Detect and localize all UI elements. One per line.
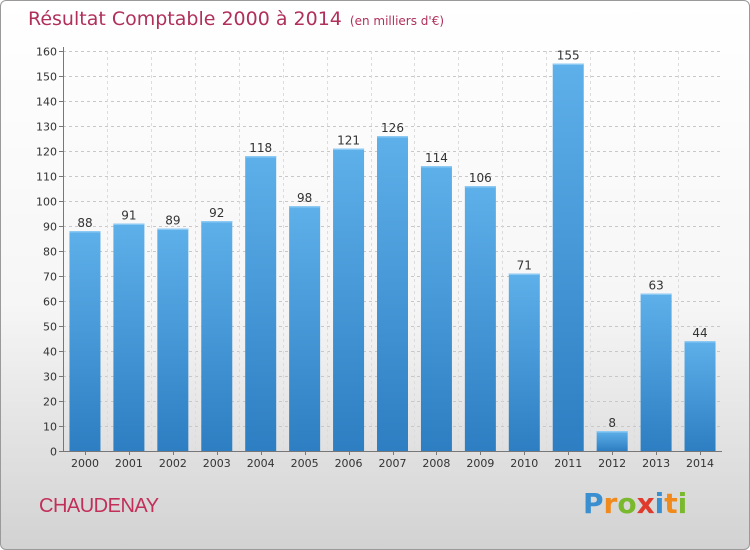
bar-layer <box>69 63 716 451</box>
value-label-2008: 114 <box>425 151 448 165</box>
y-tick-label: 160 <box>36 46 57 59</box>
value-label-2004: 118 <box>249 141 272 155</box>
bar-2003 <box>201 221 233 451</box>
logo-letter: r <box>603 487 618 520</box>
y-tick-label: 100 <box>36 196 57 209</box>
y-tick-label: 80 <box>43 246 57 259</box>
bar-2011 <box>552 63 584 451</box>
commune-name: CHAUDENAY <box>39 495 159 517</box>
y-tick-label: 20 <box>43 396 57 409</box>
bar-top-highlight <box>508 273 540 275</box>
x-tick-label-2003: 2003 <box>203 457 231 470</box>
value-label-2009: 106 <box>469 171 492 185</box>
x-tick-label-2001: 2001 <box>115 457 143 470</box>
bar-top-highlight <box>245 156 277 158</box>
x-tick-label-2006: 2006 <box>335 457 363 470</box>
value-label-2012: 8 <box>608 416 616 430</box>
bar-2014 <box>684 341 716 451</box>
chart-title: Résultat Comptable 2000 à 2014 <box>28 8 342 30</box>
y-tick-label: 10 <box>43 421 57 434</box>
bar-2012 <box>596 431 628 451</box>
x-tick-label-2005: 2005 <box>291 457 319 470</box>
x-tick-label-2013: 2013 <box>642 457 670 470</box>
bar-2005 <box>289 206 321 451</box>
bar-2009 <box>464 186 496 451</box>
x-tick-label-2004: 2004 <box>247 457 275 470</box>
y-tick-label: 70 <box>43 271 57 284</box>
value-label-2007: 126 <box>381 121 404 135</box>
bar-2001 <box>113 223 145 451</box>
y-tick-label: 60 <box>43 296 57 309</box>
y-tick-label: 50 <box>43 321 57 334</box>
bar-2002 <box>157 228 189 451</box>
logo-letter: o <box>617 487 637 520</box>
x-tick-label-2014: 2014 <box>686 457 714 470</box>
x-tick-label-2000: 2000 <box>71 457 99 470</box>
bar-top-highlight <box>420 166 452 168</box>
x-tick-label-2011: 2011 <box>554 457 582 470</box>
bar-top-highlight <box>201 221 233 223</box>
y-tick-label: 0 <box>50 446 57 459</box>
x-tick-label-2012: 2012 <box>598 457 626 470</box>
value-label-2006: 121 <box>337 134 360 148</box>
value-label-2003: 92 <box>209 206 224 220</box>
bar-top-highlight <box>333 148 365 150</box>
value-label-2001: 91 <box>121 209 136 223</box>
value-label-2014: 44 <box>692 326 707 340</box>
bar-2013 <box>640 293 672 451</box>
bar-top-highlight <box>552 63 584 65</box>
value-label-2013: 63 <box>648 279 663 293</box>
bar-top-highlight <box>289 206 321 208</box>
y-tick-label: 150 <box>36 71 57 84</box>
x-tick-label-2007: 2007 <box>379 457 407 470</box>
logo-letter: i <box>654 487 665 520</box>
logo-letter: i <box>677 487 688 520</box>
y-tick-label: 90 <box>43 221 57 234</box>
y-tick-label: 120 <box>36 146 57 159</box>
bar-2004 <box>245 156 277 451</box>
title-row: Résultat Comptable 2000 à 2014 (en millie… <box>28 8 444 30</box>
x-tick-label-2002: 2002 <box>159 457 187 470</box>
bar-2000 <box>69 231 101 451</box>
y-tick-label: 130 <box>36 121 57 134</box>
x-tick-label-2008: 2008 <box>422 457 450 470</box>
bar-top-highlight <box>157 228 189 230</box>
chart-subtitle: (en milliers d'€) <box>349 14 445 28</box>
logo-letter: P <box>583 487 604 520</box>
bar-top-highlight <box>464 186 496 188</box>
bar-top-highlight <box>113 223 145 225</box>
proxiti-logo: Proxiti <box>583 487 687 520</box>
bar-2008 <box>420 166 452 451</box>
logo-letter: t <box>664 487 678 520</box>
bar-top-highlight <box>377 136 408 138</box>
bar-top-highlight <box>596 431 628 433</box>
bar-top-highlight <box>684 341 716 343</box>
x-tick-label-2010: 2010 <box>510 457 538 470</box>
bar-2007 <box>377 136 408 451</box>
value-label-2002: 89 <box>165 214 180 228</box>
bar-2006 <box>333 148 365 451</box>
value-label-2000: 88 <box>77 216 92 230</box>
value-label-2005: 98 <box>297 191 312 205</box>
label-layer: 88 91 89 92 118 98 121 126 114 106 71 155 8 63 44 <box>77 49 707 431</box>
y-tick-label: 40 <box>43 346 57 359</box>
bar-2010 <box>508 273 540 451</box>
y-tick-label: 140 <box>36 96 57 109</box>
bar-top-highlight <box>69 231 101 233</box>
axis-layer: 0 10 20 30 40 50 60 70 80 90 100 110 120 130 140 150 160… <box>36 46 722 470</box>
y-tick-label: 110 <box>36 171 57 184</box>
value-label-2010: 71 <box>517 259 532 273</box>
value-label-2011: 155 <box>557 49 580 63</box>
y-tick-label: 30 <box>43 371 57 384</box>
logo-letter: x <box>636 487 655 520</box>
x-tick-label-2009: 2009 <box>466 457 494 470</box>
bar-top-highlight <box>640 293 672 295</box>
